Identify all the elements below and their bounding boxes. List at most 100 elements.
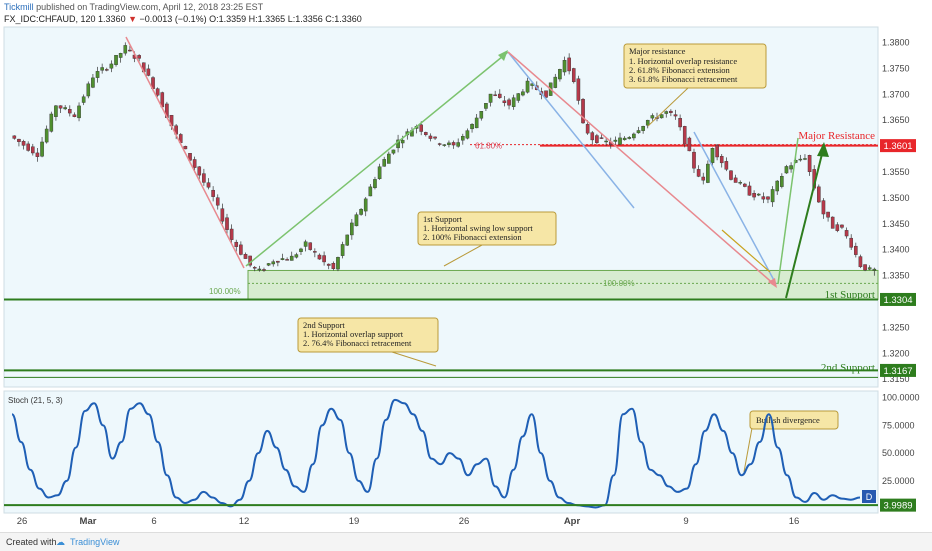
callout-title: 1st Support [423,214,463,224]
candle-body [35,152,40,157]
second-support-callout[interactable]: 2nd Support 1. Horizontal overlap suppor… [297,317,439,367]
publisher-brand[interactable]: Tickmill [4,2,34,12]
publisher-line: Tickmill published on TradingView.com, A… [4,2,263,12]
candle-body [558,69,562,80]
candle-body [682,126,687,145]
candle-body [701,176,706,181]
candle-body [377,166,382,180]
candle-body [391,149,396,154]
candle-body [830,216,835,229]
candle-body [215,197,220,206]
time-axis[interactable]: 26 Mar 6 12 19 26 Apr 9 16 [17,516,800,527]
price-tick-label: 1.3500 [882,193,910,203]
stoch-line[interactable] [11,398,861,509]
d-badge[interactable]: D [862,490,876,503]
candle-body [239,244,243,255]
price-axis[interactable]: 1.38001.37501.37001.36501.36001.35501.35… [882,38,910,385]
footer-logo[interactable]: TradingView [70,537,120,547]
footer: Created with ☁ TradingView [0,532,932,551]
candle-body [317,254,322,260]
candle-body [502,100,507,104]
candle-body [262,269,266,271]
candle-body [747,185,752,196]
candle-body [488,93,493,103]
candle-body [326,263,331,266]
candle-body [854,245,858,255]
major-resistance-callout[interactable]: Major resistance 1. Horizontal overlap r… [623,43,767,127]
candle-body [442,144,447,146]
footer-created: Created with [6,537,57,547]
second-support-price-value: 1.3167 [883,366,912,377]
trend-arrow-short [721,229,771,273]
callout-title: 2nd Support [303,320,345,330]
candle-body [382,159,387,167]
drawings [125,36,829,299]
candle-body [581,98,585,124]
first-support-callout[interactable]: 1st Support 1. Horizontal swing low supp… [417,211,557,267]
candle-body [756,193,761,196]
candle-body [465,130,470,139]
time-tick-label: 19 [349,516,360,527]
candle-body [211,189,215,197]
candle-body [493,94,497,96]
price-tick-label: 1.3250 [882,322,910,332]
candle-body [636,130,641,134]
candle-body [585,124,590,134]
candle-body [821,200,826,215]
candle-body [798,158,803,161]
time-tick-label: 9 [683,516,688,527]
candle-body [715,144,719,158]
projection-arrow-1 [777,137,799,285]
candle-body [849,237,853,248]
candle-body [331,262,336,269]
candle-body [294,254,299,258]
price-tick-label: 1.3450 [882,219,910,229]
candle-body [266,263,271,266]
candle-body [58,105,63,109]
candle-body [225,217,229,230]
callout-line: 2. 76.4% Fibonacci retracement [303,338,412,348]
candle-body [419,124,423,132]
stoch-tick-label: 50.0000 [882,448,915,458]
second-support-label: 2nd Support [821,362,875,374]
candle-body [192,159,197,168]
candle-body [706,163,710,183]
trend-arrow-up-1 [245,51,509,267]
arrowhead-down-1 [768,278,777,288]
candle-body [12,135,17,139]
candle-body [31,146,35,154]
candle-body [738,182,743,184]
price-tick-label: 1.3200 [882,348,910,358]
stoch-value-badge: 3.9989 [880,498,916,512]
trend-arrow-down-4 [693,131,777,285]
candle-body [641,126,645,131]
candle-body [733,177,738,183]
projection-arrow-2 [785,145,825,299]
stoch-axis[interactable]: 100.0000 75.0000 50.0000 25.0000 [882,393,920,486]
candle-body [387,153,391,164]
callout-pointer [743,427,753,473]
candle-body [451,142,456,146]
candle-body [511,97,516,107]
callout-pointer [391,351,437,367]
ohlc-high: H:1.3365 [248,14,286,24]
stoch-pane[interactable] [3,390,879,514]
symbol-name[interactable]: FX_IDC:CHFAUD, 120 [4,14,96,24]
candle-body [197,166,202,176]
candle-body [807,155,812,173]
candle-body [618,137,622,145]
down-arrow-icon: ▼ [128,14,138,24]
candle-body [289,255,294,261]
candle-body [100,67,104,71]
candle-body [424,132,428,135]
time-tick-label: 26 [459,516,470,527]
price-tick-label: 1.3650 [882,115,910,125]
candle-body [521,91,525,96]
candle-body [146,68,151,76]
stoch-tick-label: 25.0000 [882,476,915,486]
candle-body [844,230,849,237]
candle-body [155,88,160,96]
fib-100-label-left: 100.00% [209,287,241,296]
candle-body [632,133,636,139]
